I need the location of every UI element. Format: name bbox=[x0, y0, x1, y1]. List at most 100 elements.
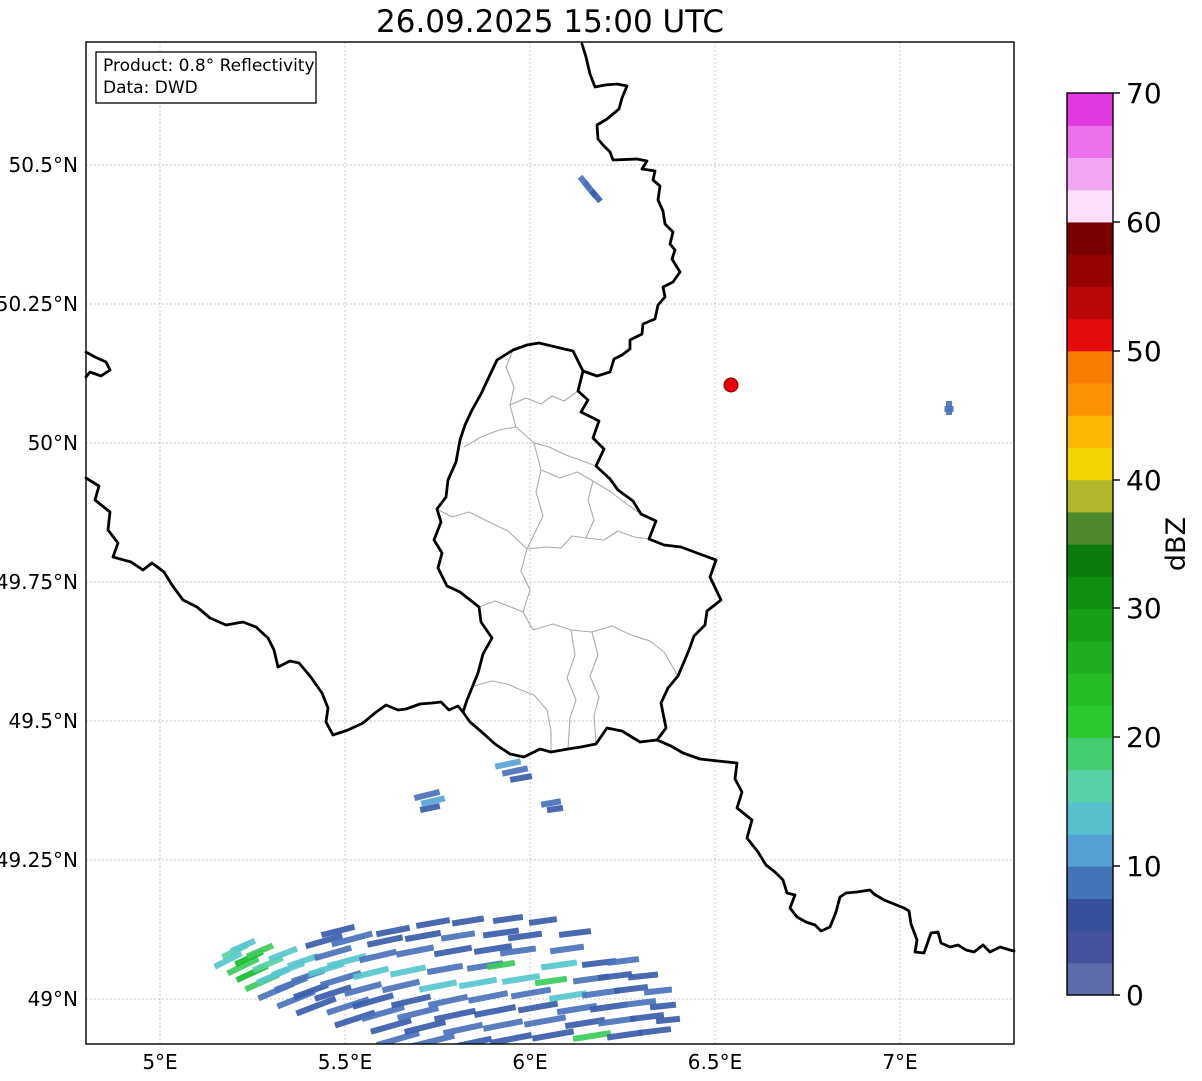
canton-border bbox=[520, 548, 534, 631]
page-title: 26.09.2025 15:00 UTC bbox=[376, 4, 724, 40]
canton-border bbox=[532, 623, 679, 677]
radar-echo-streak bbox=[589, 188, 603, 204]
canton-borders bbox=[436, 349, 679, 752]
radar-echo-streak bbox=[501, 973, 541, 985]
radar-echo-streak bbox=[426, 962, 464, 976]
radar-echo-streak bbox=[427, 993, 469, 1009]
colorbar-unit-label: dBZ bbox=[1161, 517, 1192, 571]
x-tick-label: 5°E bbox=[142, 1050, 177, 1074]
info-box-frame bbox=[95, 51, 317, 104]
country-border-luxembourg bbox=[432, 341, 723, 759]
radar-echo-streak bbox=[558, 928, 592, 938]
y-axis-labels: 50.5°N 50.25°N 50°N 49.75°N 49.5°N 49.25°N 49°… bbox=[0, 153, 78, 1011]
info-box: Product: 0.8° Reflectivity Data: DWD bbox=[95, 51, 317, 104]
radar-echo-streak bbox=[433, 1007, 477, 1023]
colorbar-tick-label: 30 bbox=[1126, 592, 1162, 625]
colorbar-segment bbox=[1067, 544, 1113, 577]
colorbar-segment bbox=[1067, 350, 1113, 384]
canton-border bbox=[473, 680, 552, 752]
radar-echo-streak bbox=[629, 1011, 665, 1023]
colorbar-segment bbox=[1067, 833, 1113, 867]
radar-echo-streak bbox=[361, 1004, 405, 1022]
radar-echo-streak bbox=[410, 1032, 456, 1044]
radar-echo-streak bbox=[531, 1028, 575, 1042]
radar-echo-streak bbox=[572, 1030, 612, 1042]
canton-border bbox=[478, 600, 524, 613]
radar-echo-streak bbox=[473, 943, 513, 955]
radar-echo-streak bbox=[613, 983, 649, 995]
radar-echo-streak bbox=[413, 788, 441, 802]
radar-echo-streak bbox=[597, 970, 633, 982]
radar-site-marker bbox=[723, 377, 739, 393]
radar-echo-streak bbox=[330, 930, 374, 948]
radar-echo-streak bbox=[351, 992, 395, 1010]
colorbar-segment bbox=[1067, 898, 1113, 932]
radar-echo-streak bbox=[549, 943, 585, 955]
radar-echo-streak bbox=[655, 1015, 681, 1025]
radar-echo-streak bbox=[313, 944, 353, 962]
radar-echo-streak bbox=[213, 950, 243, 970]
radar-echo-streak bbox=[621, 997, 657, 1009]
colorbar-segment bbox=[1067, 962, 1113, 996]
colorbar-segment bbox=[1067, 447, 1113, 481]
radar-echo-streak bbox=[606, 956, 640, 966]
radar-echo-streak bbox=[467, 990, 509, 1004]
colorbar-segment bbox=[1067, 801, 1113, 835]
radar-echo-streak bbox=[390, 993, 432, 1009]
radar-echo-streak bbox=[440, 930, 476, 942]
radar-echo-streak bbox=[389, 964, 427, 978]
colorbar-segment bbox=[1067, 157, 1113, 191]
radar-echo-streak bbox=[320, 923, 356, 939]
country-border-belgium-france bbox=[84, 476, 465, 737]
radar-echo-streak bbox=[442, 1021, 484, 1037]
radar-echo-streak bbox=[509, 773, 533, 783]
y-tick-label: 50.25°N bbox=[0, 292, 78, 316]
colorbar-segment bbox=[1067, 125, 1113, 159]
colorbar-frame bbox=[1066, 92, 1114, 996]
canton-border bbox=[505, 349, 517, 428]
radar-echo-streak bbox=[307, 960, 345, 978]
radar-echo-streak bbox=[369, 1017, 413, 1035]
colorbar-segment bbox=[1067, 930, 1113, 964]
radar-echo-streak bbox=[649, 1001, 677, 1011]
colorbar-segment bbox=[1067, 254, 1113, 287]
info-data-source-line: Data: DWD bbox=[103, 78, 198, 98]
map-frame bbox=[85, 41, 1015, 1045]
country-border-belgium-germany bbox=[580, 42, 682, 378]
radar-echo-streak bbox=[245, 942, 275, 960]
country-border-france-germany bbox=[655, 738, 1016, 955]
radar-echo-streak bbox=[381, 978, 421, 994]
colorbar-segment bbox=[1067, 769, 1113, 803]
colorbar-segment bbox=[1067, 705, 1113, 738]
colorbar-tick-label: 0 bbox=[1126, 979, 1144, 1012]
radar-echo-streak bbox=[404, 929, 442, 943]
radar-echo-streak bbox=[403, 1019, 447, 1035]
radar-echo-streak bbox=[415, 917, 451, 929]
colorbar-segment bbox=[1067, 640, 1113, 674]
radar-echo-streak bbox=[606, 1029, 644, 1041]
canton-border bbox=[436, 508, 528, 550]
radar-echo-streak bbox=[589, 1001, 629, 1013]
radar-echo-streak bbox=[295, 995, 337, 1017]
y-tick-label: 49°N bbox=[28, 987, 78, 1011]
radar-echo-streak bbox=[343, 981, 383, 997]
canton-border bbox=[509, 390, 579, 406]
y-tick-label: 49.5°N bbox=[9, 709, 79, 733]
radar-echo-streak bbox=[501, 765, 529, 777]
radar-echo-streak bbox=[229, 937, 257, 955]
colorbar-tick-label: 70 bbox=[1126, 77, 1162, 110]
colorbar-segment bbox=[1067, 479, 1113, 513]
radar-echo-streak bbox=[540, 798, 562, 808]
radar-echo-streak bbox=[366, 934, 404, 948]
colorbar-segment bbox=[1067, 318, 1113, 352]
colorbar-tick-label: 20 bbox=[1126, 721, 1162, 754]
radar-echo-streak bbox=[581, 987, 621, 999]
radar-echo-streak bbox=[507, 930, 543, 942]
radar-echo-streak bbox=[451, 1035, 493, 1044]
radar-echo-streak bbox=[627, 971, 659, 981]
radar-echo-streak bbox=[534, 975, 568, 987]
canton-border bbox=[566, 629, 577, 750]
radar-echo-streak bbox=[523, 1014, 567, 1028]
radar-echo-streak bbox=[226, 955, 260, 977]
